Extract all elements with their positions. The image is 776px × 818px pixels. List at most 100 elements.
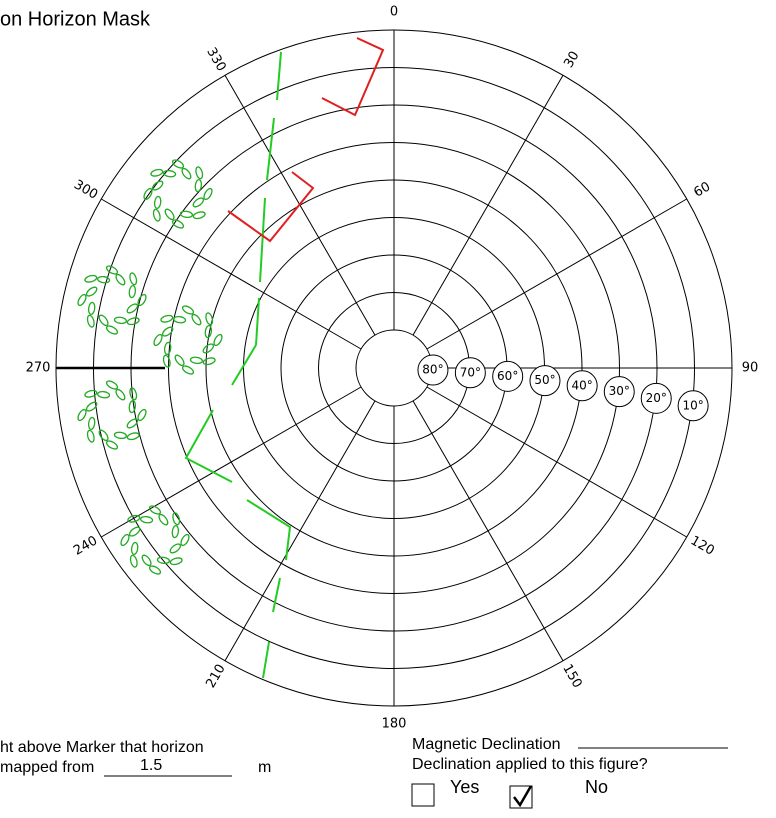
elevation-label: 40° — [572, 378, 593, 392]
leaf — [202, 357, 216, 366]
leaf — [181, 167, 192, 180]
leaf — [113, 316, 128, 325]
leaf — [115, 273, 126, 286]
height-note: ht above Marker that horizon — [0, 739, 204, 756]
azimuth-label: 240 — [71, 533, 100, 558]
horizon-outline — [184, 51, 292, 679]
elevation-marker — [454, 357, 486, 389]
elevation-marker — [492, 360, 524, 392]
azimuth-spoke — [224, 400, 376, 661]
elevation-marker — [677, 390, 709, 422]
leaf — [129, 272, 138, 286]
leaf — [98, 314, 109, 327]
leaf — [162, 354, 171, 368]
height-note: mapped from — [0, 759, 94, 776]
leaf — [181, 365, 195, 375]
azimuth-label: 150 — [559, 662, 584, 691]
leaf — [180, 533, 190, 547]
leaf — [105, 440, 119, 450]
azimuth-label: 30 — [561, 49, 582, 71]
checkmark — [513, 785, 533, 808]
leaf — [189, 356, 204, 365]
leaf — [192, 197, 205, 208]
leaf — [172, 315, 187, 324]
azimuth-label: 120 — [688, 533, 717, 558]
leaf — [164, 208, 175, 221]
leaf — [202, 343, 215, 354]
azimuth-label: 330 — [203, 45, 228, 74]
elevation-label: 10° — [682, 398, 703, 412]
leaf — [87, 416, 96, 431]
leaf — [153, 333, 163, 347]
checkbox-no[interactable] — [509, 785, 533, 809]
leaf — [158, 513, 169, 526]
elevation-label: 70° — [460, 365, 481, 379]
leaf — [105, 265, 119, 275]
leaf — [150, 168, 164, 177]
elevation-marker — [640, 382, 672, 414]
azimuth-label: 270 — [26, 361, 51, 376]
building-outline — [227, 37, 385, 243]
leaf — [160, 314, 174, 323]
leaf — [137, 293, 147, 307]
leaf — [113, 431, 128, 440]
leaf — [191, 313, 202, 326]
leaf — [126, 317, 140, 326]
leaf — [120, 533, 130, 547]
leaf — [115, 388, 126, 401]
leaf — [141, 554, 152, 567]
azimuth-label: 180 — [382, 717, 407, 732]
title: on Horizon Mask — [0, 8, 151, 30]
azimuth-spoke — [101, 198, 362, 350]
leaf — [128, 526, 141, 537]
height-value: 1.5 — [140, 757, 162, 774]
leaf — [162, 169, 177, 178]
elevation-marker — [529, 365, 561, 397]
leaf — [148, 505, 162, 515]
leaf — [148, 565, 162, 575]
azimuth-spoke — [412, 75, 564, 336]
checkbox-yes[interactable] — [411, 783, 435, 807]
leaf — [128, 284, 137, 299]
elevation-marker — [566, 370, 598, 402]
leaf — [161, 326, 174, 337]
azimuth-label: 300 — [71, 177, 100, 202]
leaf — [213, 333, 223, 347]
leaf — [179, 210, 194, 219]
option-no: No — [585, 777, 608, 797]
leaf — [169, 543, 182, 554]
leaf — [203, 187, 213, 201]
azimuth-spoke — [101, 386, 362, 538]
height-unit: m — [258, 759, 271, 776]
leaf — [169, 557, 183, 566]
option-yes: Yes — [450, 777, 479, 797]
leaf — [192, 211, 206, 220]
leaf — [129, 387, 138, 401]
leaf — [86, 429, 95, 443]
leaf — [204, 324, 213, 339]
tree-symbols — [77, 159, 223, 575]
leaf — [85, 286, 98, 297]
leaf — [139, 515, 154, 524]
azimuth-label: 90 — [742, 361, 759, 376]
declination-label: Magnetic Declination — [412, 736, 561, 753]
azimuth-spoke — [426, 386, 687, 538]
leaf — [205, 312, 214, 326]
azimuth-label: 0 — [390, 5, 398, 20]
leaf — [126, 303, 139, 314]
leaf — [195, 166, 204, 180]
leaf — [86, 314, 95, 328]
azimuth-label: 60 — [691, 179, 713, 200]
leaf — [181, 305, 195, 315]
leaf — [87, 301, 96, 316]
leaf — [130, 541, 139, 556]
leaf — [143, 187, 153, 201]
leaf — [171, 159, 185, 169]
elevation-label: 30° — [609, 384, 630, 398]
leaf — [171, 524, 180, 539]
leaf — [151, 180, 164, 191]
leaf — [152, 208, 161, 222]
leaf — [174, 354, 185, 367]
